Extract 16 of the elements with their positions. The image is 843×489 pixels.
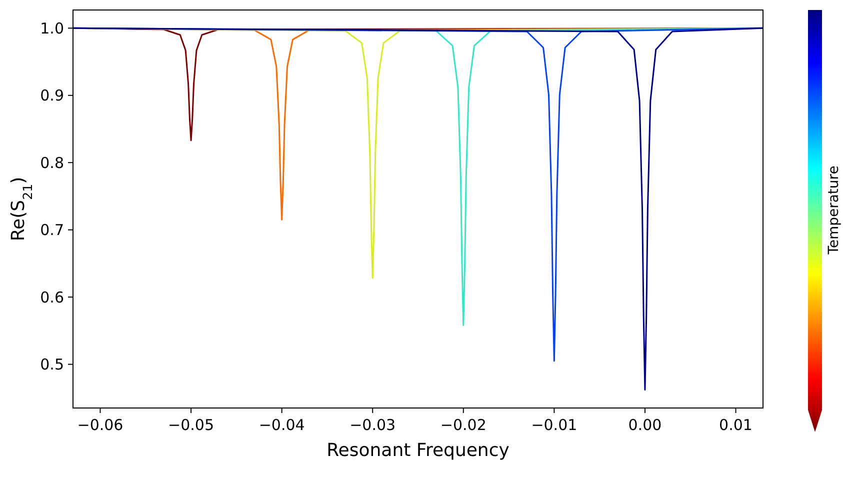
y-tick-label: 0.7 [40,221,64,240]
x-tick-label: −0.03 [350,416,396,434]
y-tick-label: 0.5 [40,356,64,374]
x-tick-label: −0.04 [258,416,305,434]
y-tick-label: 0.8 [40,154,64,172]
x-tick-label: −0.06 [77,416,124,434]
x-axis-title: Resonant Frequency [326,440,510,461]
y-tick-label: 0.9 [40,86,64,105]
color-bar-title: Temperature [826,166,842,256]
x-tick-label: −0.02 [440,416,486,434]
x-tick-label: −0.01 [531,416,578,434]
x-tick-label: 0.00 [628,416,662,434]
y-tick-label: 0.6 [40,288,64,306]
y-tick-label: 1.0 [40,19,64,38]
x-tick-label: −0.05 [168,416,214,434]
x-tick-label: 0.01 [719,416,752,434]
